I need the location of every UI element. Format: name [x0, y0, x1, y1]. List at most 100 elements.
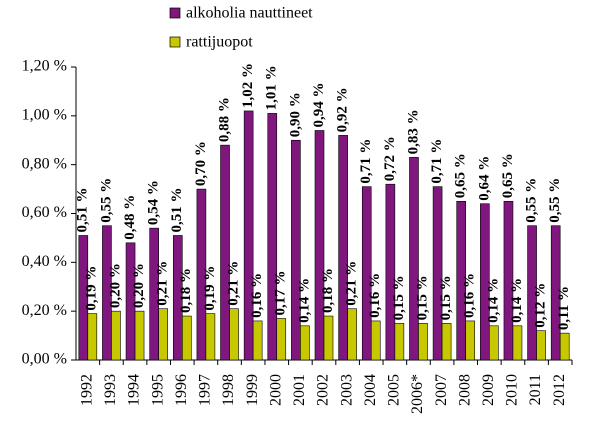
x-tick-label: 1995	[149, 374, 166, 406]
x-tick-label: 2007	[433, 374, 450, 406]
value-label: 0,18 %	[320, 268, 336, 313]
x-tick-label: 2010	[504, 374, 521, 406]
value-label: 0,15 %	[438, 275, 454, 320]
bar	[536, 330, 546, 361]
bar	[432, 186, 443, 361]
x-tick-label: 2009	[480, 374, 497, 406]
bar	[158, 308, 168, 361]
x-tick-label: 1994	[126, 374, 143, 406]
value-label: 0,14 %	[485, 278, 501, 323]
value-label: 0,21 %	[155, 261, 171, 306]
value-label: 0,16 %	[367, 273, 383, 318]
value-label: 0,15 %	[414, 275, 430, 320]
y-tick-label: 0,80 %	[22, 155, 67, 172]
y-tick-label: 0,60 %	[22, 204, 67, 221]
bar	[276, 318, 287, 361]
value-label: 0,20 %	[131, 263, 147, 308]
value-label: 0,92 %	[335, 87, 351, 132]
bar	[220, 144, 230, 361]
x-tick-label: 1996	[173, 374, 190, 406]
x-tick-label: 2000	[267, 374, 284, 406]
value-label: 0,51 %	[75, 187, 91, 232]
y-tick-label: 0,00 %	[22, 351, 67, 368]
value-label: 0,16 %	[462, 273, 478, 318]
y-tick-label: 0,20 %	[22, 302, 67, 319]
value-label: 0,64 %	[476, 156, 492, 201]
bar	[87, 313, 98, 361]
bar	[252, 320, 263, 361]
value-label: 0,83 %	[405, 109, 421, 154]
value-label: 0,72 %	[382, 136, 398, 181]
x-tick-label: 2012	[551, 374, 568, 406]
value-label: 0,21 %	[225, 261, 241, 306]
legend-swatch	[169, 36, 181, 48]
bar	[418, 323, 428, 361]
value-label: 0,19 %	[202, 266, 218, 311]
bar	[489, 325, 499, 361]
legend-label: rattijuopot	[186, 34, 253, 51]
bar	[394, 323, 405, 361]
bar	[205, 313, 216, 361]
bar	[480, 203, 490, 361]
bar	[314, 130, 325, 361]
value-label: 0,20 %	[107, 263, 123, 308]
value-label: 1,02 %	[240, 63, 256, 108]
value-label: 0,51 %	[169, 187, 185, 232]
value-label: 0,11 %	[556, 286, 572, 330]
legend-label: alkoholia nauttineet	[186, 5, 313, 22]
bar	[291, 139, 301, 361]
x-tick-label: 2005	[386, 374, 403, 406]
bar	[338, 135, 348, 361]
value-label: 0,12 %	[533, 283, 549, 328]
value-label: 0,55 %	[98, 178, 114, 223]
bar	[134, 310, 145, 361]
x-tick-label: 2011	[527, 374, 544, 405]
x-tick-label: 1998	[220, 374, 237, 406]
bar	[361, 186, 372, 361]
bar	[323, 315, 334, 361]
bar	[512, 325, 523, 361]
x-tick-label: 1999	[244, 374, 261, 406]
bar	[111, 310, 121, 361]
bar	[465, 320, 476, 361]
bar	[196, 188, 207, 361]
x-tick-label: 2002	[315, 374, 332, 406]
value-label: 0,21 %	[344, 261, 360, 306]
y-tick-label: 0,40 %	[22, 253, 67, 270]
bar	[125, 242, 136, 361]
bar	[172, 235, 183, 361]
value-label: 0,65 %	[500, 153, 516, 198]
value-label: 0,88 %	[216, 97, 232, 142]
bar	[385, 183, 396, 361]
bar	[370, 320, 381, 361]
value-label: 0,15 %	[391, 275, 407, 320]
value-label: 0,71 %	[358, 139, 374, 184]
x-tick-label: 2008	[456, 374, 473, 406]
x-tick-label: 1992	[78, 374, 95, 406]
bar	[149, 227, 159, 361]
value-label: 0,70 %	[193, 141, 209, 186]
bar	[229, 308, 239, 361]
value-label: 0,14 %	[296, 278, 312, 323]
value-label: 0,19 %	[84, 266, 100, 311]
legend-swatch	[169, 7, 181, 19]
bar	[78, 235, 89, 361]
value-label: 0,18 %	[178, 268, 194, 313]
value-label: 0,48 %	[122, 195, 138, 240]
x-tick-label: 1997	[197, 374, 214, 406]
x-tick-label: 2001	[291, 374, 308, 406]
value-label: 0,55 %	[524, 178, 540, 223]
value-label: 0,65 %	[453, 153, 469, 198]
value-label: 0,90 %	[287, 92, 303, 137]
value-label: 1,01 %	[264, 65, 280, 110]
x-tick-label: 2006*	[409, 374, 426, 414]
value-label: 0,14 %	[509, 278, 525, 323]
value-label: 0,16 %	[249, 273, 265, 318]
value-label: 0,94 %	[311, 82, 327, 127]
bar	[441, 323, 452, 361]
bar	[300, 325, 310, 361]
bar	[559, 332, 570, 361]
value-label: 0,17 %	[273, 270, 289, 315]
bar	[243, 110, 254, 361]
